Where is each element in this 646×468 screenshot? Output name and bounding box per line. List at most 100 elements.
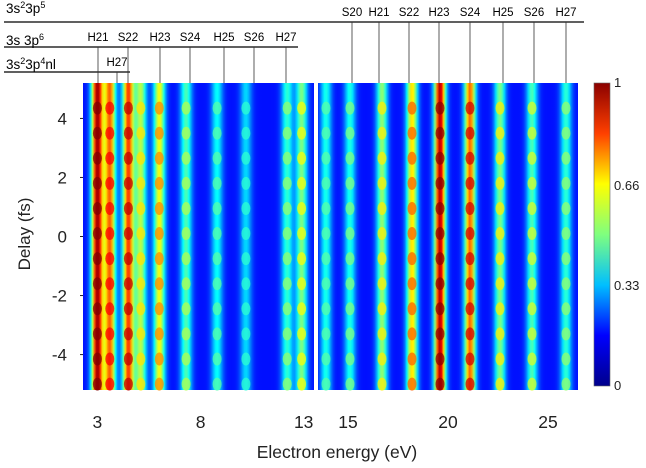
- band-blob: [105, 151, 115, 165]
- band-blob: [407, 252, 417, 266]
- band-blob: [123, 227, 133, 240]
- band-blob: [105, 252, 115, 266]
- band-blob: [465, 176, 475, 190]
- band-blob: [297, 202, 307, 215]
- band-blob: [465, 151, 475, 165]
- colorbar: 1 0.66 0.33 0: [593, 75, 639, 393]
- band-right-8: [561, 101, 571, 391]
- band-blob: [435, 302, 445, 316]
- band-blob: [212, 151, 222, 165]
- y-tick-label: -4: [52, 346, 67, 365]
- band-blob: [181, 176, 191, 190]
- band-blob: [297, 252, 307, 266]
- band-blob: [377, 277, 387, 291]
- band-blob: [297, 151, 307, 165]
- band-blob: [92, 377, 102, 391]
- band-blob: [561, 352, 571, 366]
- band-blob: [241, 176, 251, 190]
- band-left-0: [92, 101, 102, 391]
- band-blob: [92, 277, 102, 291]
- band-blob: [495, 101, 505, 115]
- y-tick-label: 4: [58, 109, 67, 128]
- band-blob: [241, 202, 251, 215]
- band-blob: [407, 277, 417, 291]
- x-tick-label: 25: [538, 412, 557, 432]
- band-left-8: [282, 101, 292, 391]
- band-blob: [495, 377, 505, 391]
- band-blob: [154, 277, 164, 291]
- band-blob: [92, 252, 102, 266]
- colorbar-tick-label: 0: [614, 378, 621, 393]
- band-blob: [92, 176, 102, 190]
- band-blob: [105, 227, 115, 240]
- band-blob: [282, 202, 292, 215]
- band-blob: [407, 377, 417, 391]
- band-blob: [282, 227, 292, 240]
- band-blob: [181, 126, 191, 140]
- band-left-9: [297, 101, 307, 391]
- band-blob: [105, 126, 115, 140]
- band-blob: [435, 176, 445, 190]
- band-blob: [123, 352, 133, 366]
- heatmap-panel-right: [318, 83, 578, 390]
- band-blob: [241, 151, 251, 165]
- band-blob: [241, 327, 251, 341]
- band-blob: [495, 151, 505, 165]
- band-blob: [465, 227, 475, 240]
- band-blob: [377, 227, 387, 240]
- harmonic-label: S24: [180, 32, 201, 44]
- band-blob: [407, 302, 417, 316]
- band-blob: [136, 327, 146, 341]
- x-tick-label: 13: [294, 412, 313, 432]
- band-right-7: [527, 101, 537, 391]
- x-tick-label: 8: [196, 412, 206, 432]
- band-blob: [181, 227, 191, 240]
- band-blob: [435, 277, 445, 291]
- harmonic-label: H27: [275, 32, 296, 44]
- band-blob: [527, 202, 537, 215]
- band-blob: [282, 252, 292, 266]
- band-blob: [377, 352, 387, 366]
- state-label-2: 3s 3p6: [6, 32, 44, 48]
- band-blob: [377, 126, 387, 140]
- y-axis-label: Delay (fs): [15, 198, 34, 271]
- band-blob: [123, 101, 133, 115]
- band-blob: [105, 202, 115, 215]
- band-blob: [136, 202, 146, 215]
- harmonic-label: S26: [524, 7, 544, 19]
- band-blob: [465, 302, 475, 316]
- y-tick-label: -2: [52, 287, 67, 306]
- band-blob: [92, 101, 102, 115]
- band-blob: [136, 277, 146, 291]
- harmonic-label: S22: [399, 7, 419, 19]
- band-blob: [495, 352, 505, 366]
- band-blob: [495, 252, 505, 266]
- band-blob: [181, 352, 191, 366]
- band-right-4: [435, 101, 445, 391]
- band-blob: [136, 252, 146, 266]
- band-blob: [321, 302, 331, 316]
- band-blob: [407, 327, 417, 341]
- y-axis: 4 2 0 -2 -4: [52, 109, 83, 365]
- band-blob: [465, 252, 475, 266]
- band-blob: [377, 202, 387, 215]
- band-blob: [282, 327, 292, 341]
- band-blob: [241, 252, 251, 266]
- band-left-5: [181, 101, 191, 391]
- band-blob: [123, 302, 133, 316]
- band-blob: [212, 352, 222, 366]
- band-blob: [527, 252, 537, 266]
- band-blob: [377, 176, 387, 190]
- band-blob: [282, 302, 292, 316]
- band-blob: [527, 126, 537, 140]
- band-blob: [154, 227, 164, 240]
- band-blob: [297, 176, 307, 190]
- band-blob: [212, 176, 222, 190]
- band-blob: [154, 302, 164, 316]
- band-blob: [435, 227, 445, 240]
- band-blob: [321, 176, 331, 190]
- band-blob: [297, 352, 307, 366]
- band-blob: [435, 151, 445, 165]
